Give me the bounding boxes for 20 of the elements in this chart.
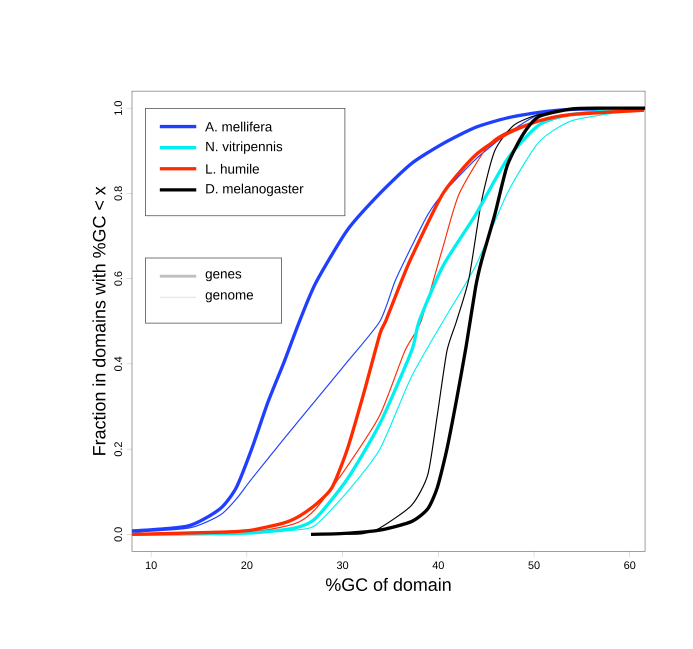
y-tick-label: 0.2: [114, 442, 122, 456]
y-tick-label: 0.8: [114, 186, 122, 200]
y-tick-label: 0.6: [114, 271, 122, 286]
legend-label: D. melanogaster: [206, 184, 304, 196]
x-tick-label: 40: [432, 561, 444, 569]
legend-label: L. humile: [206, 164, 259, 174]
y-tick-label: 1.0: [114, 100, 122, 115]
x-tick-label: 30: [336, 561, 348, 569]
legend-label: A. mellifera: [205, 122, 272, 132]
legend-label: N. vitripennis: [206, 141, 282, 154]
annotation: genes: [206, 271, 242, 282]
x-tick-label: 10: [146, 561, 157, 569]
x-axis-title: %GC of domain: [326, 578, 451, 591]
x-tick-label: 20: [241, 561, 252, 569]
y-tick-label: 0.0: [114, 527, 122, 542]
y-axis-title: Fraction in domains with %GC < x: [92, 186, 106, 455]
x-tick-label: 50: [528, 561, 540, 569]
y-tick-label: 0.4: [114, 356, 122, 371]
x-tick-label: 60: [624, 561, 636, 569]
annotation: genome: [206, 292, 254, 302]
